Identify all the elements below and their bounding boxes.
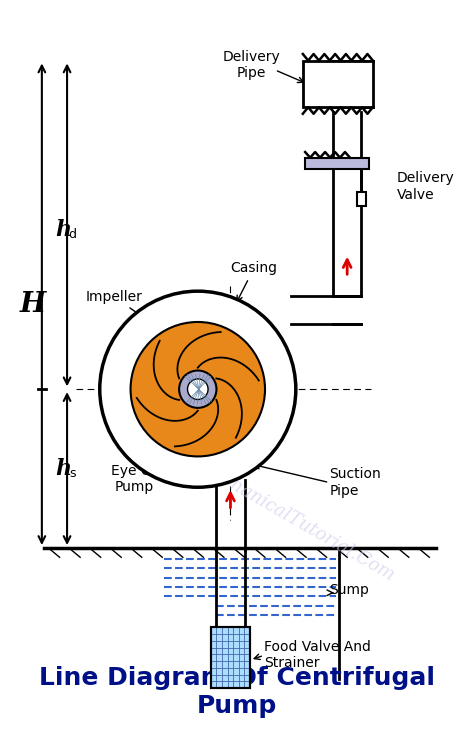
Circle shape xyxy=(188,379,208,399)
Bar xyxy=(303,60,373,107)
Bar xyxy=(305,158,369,169)
Text: d: d xyxy=(69,228,77,240)
Text: Sump: Sump xyxy=(329,583,369,597)
Circle shape xyxy=(100,291,296,488)
Bar xyxy=(211,627,250,688)
Text: h: h xyxy=(55,457,72,479)
Text: h: h xyxy=(55,218,72,240)
Bar xyxy=(356,192,366,206)
Circle shape xyxy=(179,370,217,408)
Text: Line Diagram Of Centrifugal
Pump: Line Diagram Of Centrifugal Pump xyxy=(39,666,435,718)
Text: MechanicalTutorial.Com: MechanicalTutorial.Com xyxy=(193,456,398,584)
Text: s: s xyxy=(69,466,76,480)
Bar xyxy=(211,627,250,688)
Text: Impeller: Impeller xyxy=(85,290,166,333)
Text: Delivery
Valve: Delivery Valve xyxy=(397,172,455,202)
Text: Delivery
Pipe: Delivery Pipe xyxy=(223,50,280,80)
Circle shape xyxy=(130,322,265,457)
Text: Suction
Pipe: Suction Pipe xyxy=(329,467,381,497)
Text: Food Valve And
Strainer: Food Valve And Strainer xyxy=(264,640,371,671)
Text: H: H xyxy=(19,291,46,318)
Text: Eye Of
Pump: Eye Of Pump xyxy=(111,464,157,494)
Text: Casing: Casing xyxy=(230,262,277,302)
